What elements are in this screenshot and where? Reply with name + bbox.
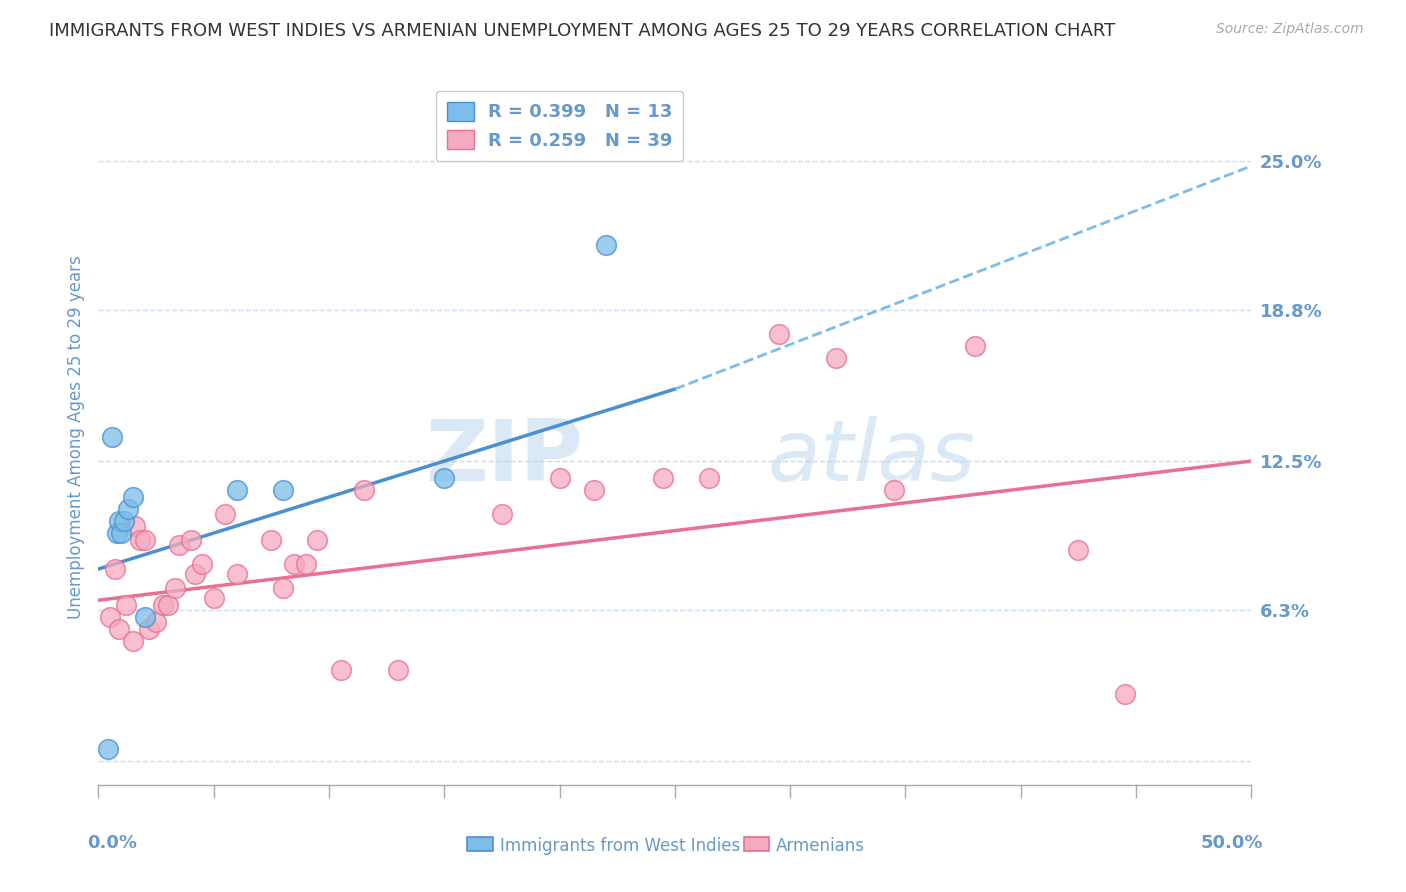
Point [112,514,135,528]
Point [156,598,179,612]
Point [110,526,132,541]
Point [283,558,305,572]
Point [191,558,214,572]
Point [101,430,124,444]
Point [595,238,617,252]
Text: IMMIGRANTS FROM WEST INDIES VS ARMENIAN UNEMPLOYMENT AMONG AGES 25 TO 29 YEARS C: IMMIGRANTS FROM WEST INDIES VS ARMENIAN … [49,22,1115,40]
Point [152,598,174,612]
Point [129,533,152,548]
Point [307,533,329,548]
Point [103,562,125,576]
Y-axis label: Unemployment Among Ages 25 to 29 years: Unemployment Among Ages 25 to 29 years [66,255,84,619]
Point [387,663,409,677]
Point [491,507,513,521]
Point [134,533,156,548]
Point [117,502,139,516]
Point [1067,542,1090,557]
Point [260,533,283,548]
Point [180,533,202,548]
Point [145,615,167,629]
Point [138,622,160,636]
Point [1114,687,1136,701]
Point [108,622,131,636]
FancyBboxPatch shape [744,837,769,851]
Point [97,742,120,756]
Text: Immigrants from West Indies: Immigrants from West Indies [499,837,740,855]
Point [122,490,145,504]
FancyBboxPatch shape [467,837,492,851]
Point [433,471,456,485]
Point [271,483,294,497]
Point [163,581,186,595]
Point [353,483,375,497]
Point [548,471,571,485]
Point [883,483,905,497]
Point [225,566,247,581]
Point [108,514,131,528]
Point [225,483,247,497]
Point [271,581,294,595]
Text: ZIP: ZIP [425,417,582,500]
Point [98,610,121,624]
Point [825,351,848,365]
Point [134,610,156,624]
Point [105,526,128,541]
Point [124,519,146,533]
Point [184,566,207,581]
Point [122,634,145,648]
Point [583,483,606,497]
Point [768,326,790,341]
Point [214,507,236,521]
Point [963,339,986,353]
Point [167,538,190,552]
Point [202,591,225,605]
Text: 50.0%: 50.0% [1201,834,1263,852]
Text: atlas: atlas [768,417,976,500]
Point [295,558,318,572]
Point [652,471,675,485]
Legend: R = 0.399   N = 13, R = 0.259   N = 39: R = 0.399 N = 13, R = 0.259 N = 39 [436,91,683,161]
Point [115,598,138,612]
Point [699,471,721,485]
Point [329,663,352,677]
Text: Source: ZipAtlas.com: Source: ZipAtlas.com [1216,22,1364,37]
Text: 0.0%: 0.0% [87,834,136,852]
Text: Armenians: Armenians [776,837,865,855]
